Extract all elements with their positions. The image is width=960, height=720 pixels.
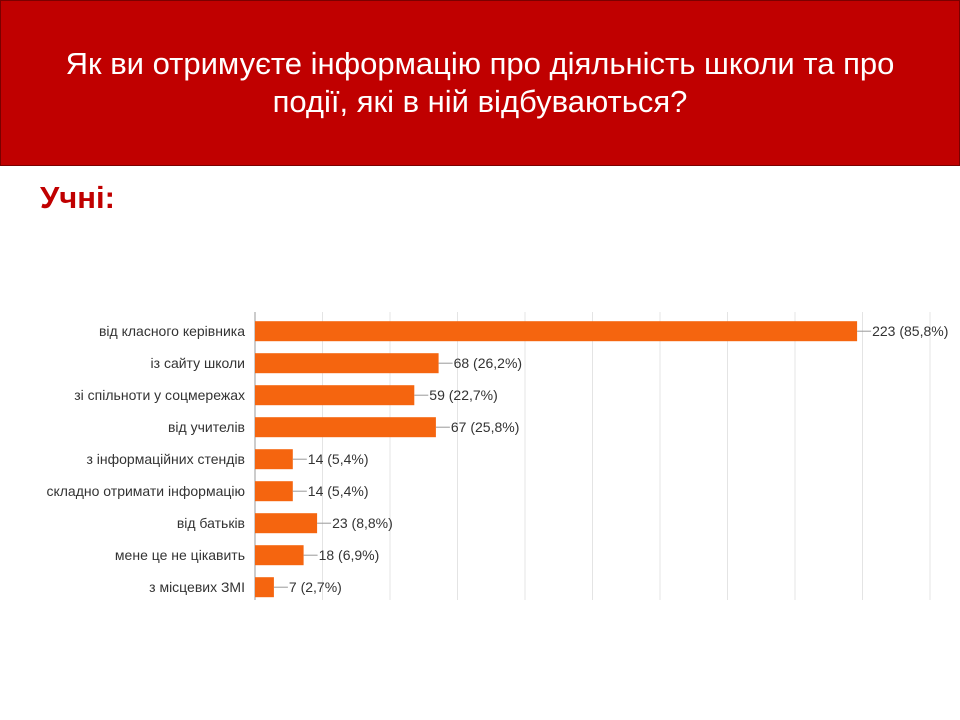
bar [255, 385, 415, 406]
value-label: 223 (85,8%) [872, 323, 948, 339]
category-label: з інформаційних стендів [86, 451, 245, 467]
bar [255, 417, 436, 438]
value-label: 7 (2,7%) [289, 579, 342, 595]
value-label: 23 (8,8%) [332, 515, 393, 531]
category-label: зі спільноти у соцмережах [74, 387, 245, 403]
value-label: 59 (22,7%) [429, 387, 497, 403]
bar [255, 321, 858, 342]
value-label: 18 (6,9%) [319, 547, 380, 563]
subtitle: Учні: [40, 180, 115, 215]
category-label: мене це не цікавить [115, 547, 245, 563]
title: Як ви отримуєте інформацію про діяльніст… [65, 46, 895, 119]
value-label: 67 (25,8%) [451, 419, 519, 435]
bar [255, 513, 318, 534]
bar [255, 449, 293, 470]
value-label: 14 (5,4%) [308, 451, 369, 467]
category-label: від класного керівника [99, 323, 245, 339]
bar [255, 577, 274, 598]
category-label: із сайту школи [151, 355, 245, 371]
bar [255, 353, 439, 374]
value-label: 68 (26,2%) [454, 355, 522, 371]
header: Як ви отримуєте інформацію про діяльніст… [0, 0, 960, 166]
category-label: з місцевих ЗМІ [149, 579, 245, 595]
value-label: 14 (5,4%) [308, 483, 369, 499]
category-label: від учителів [168, 419, 245, 435]
bar [255, 545, 304, 566]
category-label: від батьків [177, 515, 245, 531]
category-label: складно отримати інформацію [46, 483, 245, 499]
bar [255, 481, 293, 502]
